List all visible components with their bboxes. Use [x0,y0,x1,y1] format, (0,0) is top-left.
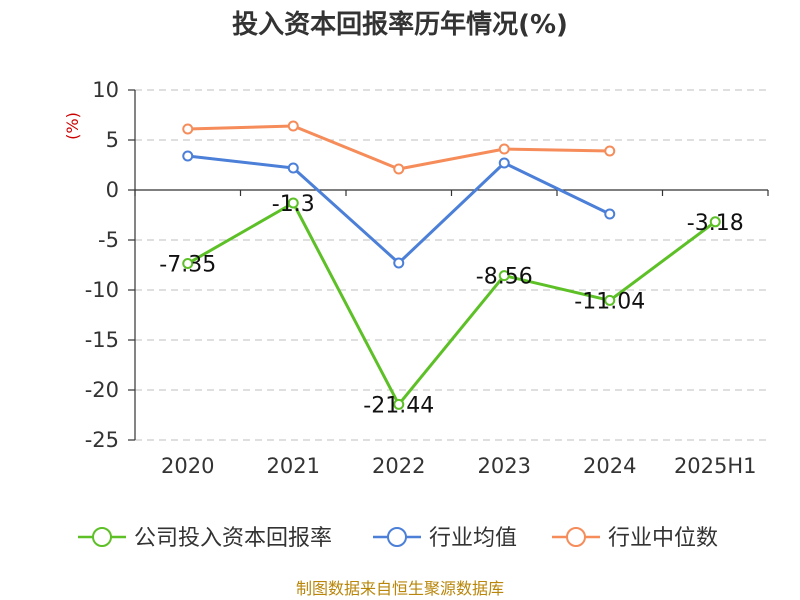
chart-title: 投入资本回报率历年情况(%) [232,9,568,40]
data-point [182,150,194,162]
series-line-0 [187,201,717,406]
x-tick-label: 2025H1 [674,454,757,478]
data-label: -11.04 [574,289,645,314]
data-point [287,162,299,174]
legend-marker [387,527,407,547]
y-tick-label: -25 [85,428,119,452]
data-labels: -7.35 -1.3 -21.44 -8.56 -11.04 -3.18 [159,192,743,418]
data-label: -7.35 [159,253,216,278]
legend-label: 公司投入资本回报率 [134,526,332,551]
legend-label: 行业均值 [429,526,517,551]
data-label: -8.56 [476,265,533,290]
data-point [709,216,721,228]
data-point [604,145,616,157]
data-point [604,294,616,306]
source-note: 制图数据来自恒生聚源数据库 [296,579,504,598]
data-label: -3.18 [687,211,744,236]
data-point [287,197,299,209]
x-tick-label: 2023 [478,454,531,478]
y-tick-label: -15 [85,328,119,352]
data-point [498,157,510,169]
y-tick-labels: 10 5 0 -5 -10 -15 -20 -25 [85,78,119,452]
data-point [393,257,405,269]
y-axis-label: (%) [63,112,82,140]
data-label: -21.44 [363,393,434,418]
x-tick-labels: 2020 2021 2022 2023 2024 2025H1 [161,454,757,478]
data-label: -1.3 [272,192,315,217]
legend-marker [566,527,586,547]
legend: 公司投入资本回报率 行业均值 行业中位数 [78,526,718,551]
series-lines [182,120,721,410]
data-point [182,258,194,269]
data-point [182,123,194,135]
gridlines [135,89,768,441]
data-point [498,270,510,282]
x-tick-label: 2021 [267,454,320,478]
x-tick-label: 2020 [161,454,214,478]
data-point [604,208,616,220]
y-tick-label: 0 [106,178,119,202]
data-point [393,398,405,410]
x-tick-label: 2024 [583,454,636,478]
y-tick-label: -20 [85,378,119,402]
data-point [287,120,299,132]
axes [128,89,769,441]
y-tick-label: 5 [106,128,119,152]
y-tick-label: 10 [92,78,119,102]
legend-marker [92,527,112,547]
legend-label: 行业中位数 [608,526,718,551]
data-point [393,163,405,175]
data-point [498,143,510,155]
x-tick-label: 2022 [372,454,425,478]
y-tick-label: -5 [98,228,119,252]
y-tick-label: -10 [85,278,119,302]
